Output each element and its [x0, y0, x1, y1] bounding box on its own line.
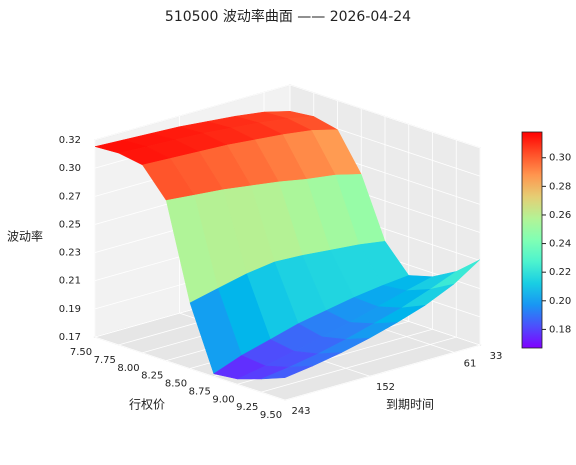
y-tick-label: 61	[464, 358, 477, 369]
z-tick-label: 0.19	[59, 304, 81, 315]
y-tick-label: 152	[376, 382, 395, 393]
z-tick-label: 0.23	[59, 248, 81, 259]
grid-line	[261, 336, 457, 393]
surface-cell	[261, 365, 313, 380]
colorbar-tick-label: 0.26	[549, 210, 571, 221]
x-tick-label: 9.00	[212, 394, 234, 405]
z-tick-label: 0.30	[59, 163, 81, 174]
colorbar-tick-label: 0.28	[549, 181, 571, 192]
y-tick-label: 243	[291, 406, 310, 417]
colorbar-tick-label: 0.22	[549, 267, 571, 278]
grid-line	[94, 84, 291, 141]
colorbar-tick-label: 0.20	[549, 296, 571, 307]
x-tick-label: 7.50	[70, 347, 92, 358]
x-tick-label: 8.50	[165, 379, 187, 390]
z-tick-label: 0.25	[59, 219, 81, 230]
z-tick-label: 0.27	[59, 191, 81, 202]
x-tick-label: 9.50	[260, 410, 282, 421]
grid-line	[284, 344, 481, 401]
x-tick-label: 7.75	[94, 355, 116, 366]
z-axis-label: 波动率	[7, 229, 43, 244]
colorbar-tick-label: 0.24	[549, 239, 571, 250]
x-axis-label: 行权价	[129, 398, 165, 412]
x-tick-label: 8.00	[117, 363, 139, 374]
surface	[94, 111, 481, 380]
grid-line	[94, 336, 286, 401]
colorbar	[521, 131, 543, 349]
colorbar-tick-label: 0.18	[549, 324, 571, 335]
z-tick-label: 0.32	[59, 135, 81, 146]
y-axis-label: 到期时间	[386, 398, 434, 412]
z-tick-label: 0.17	[59, 332, 81, 343]
x-tick-label: 8.25	[141, 371, 163, 382]
chart-title: 510500 波动率曲面 —— 2026-04-24	[165, 8, 411, 25]
z-tick-label: 0.21	[59, 276, 81, 287]
colorbar-tick-label: 0.30	[549, 153, 571, 164]
y-tick-label: 33	[490, 351, 503, 362]
x-tick-label: 9.25	[236, 402, 258, 413]
x-tick-label: 8.75	[189, 386, 211, 397]
